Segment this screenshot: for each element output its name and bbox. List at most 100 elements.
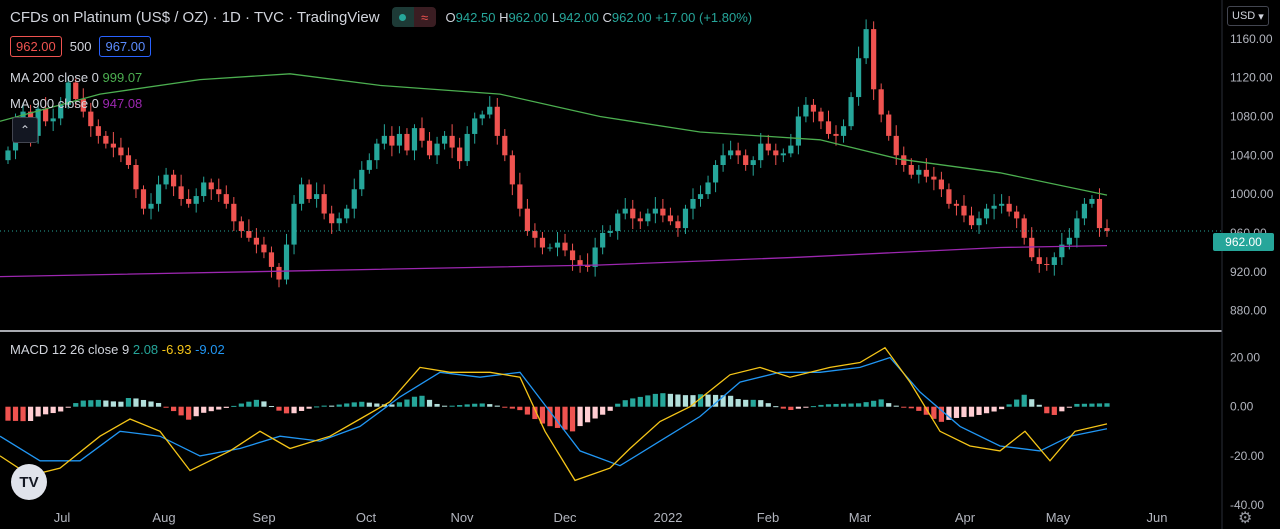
macd-histogram-bar <box>675 394 681 407</box>
time-tick-label: Mar <box>849 510 872 525</box>
candle-body <box>35 108 41 136</box>
macd-histogram-bar <box>35 406 41 417</box>
macd-histogram-bar <box>268 406 275 408</box>
time-tick-label: Jul <box>54 510 71 525</box>
candle-body <box>1066 237 1072 245</box>
macd-histogram-bar <box>728 395 734 407</box>
macd-histogram-bar <box>140 399 147 407</box>
macd-histogram-bar <box>171 406 177 412</box>
last-price-tag: 962.00 <box>1213 233 1274 251</box>
ma200-legend[interactable]: MA 200 close 0 999.07 <box>10 70 143 85</box>
candle-body <box>524 208 530 231</box>
macd-histogram-bar <box>592 406 598 419</box>
macd-histogram-bar <box>193 406 199 417</box>
candle-body <box>818 111 824 122</box>
market-status[interactable]: ≈ <box>391 7 436 27</box>
market-open-icon <box>391 7 414 27</box>
macd-histogram-bar <box>118 401 124 407</box>
macd-histogram-bar <box>539 406 546 424</box>
macd-histogram-bar <box>283 406 290 414</box>
macd-histogram-bar <box>886 403 892 407</box>
macd-value: -6.93 <box>161 342 192 357</box>
macd-histogram-bar <box>374 403 380 407</box>
candle-body <box>246 231 252 238</box>
candle-body <box>43 108 49 122</box>
candle-body <box>878 89 884 115</box>
macd-histogram-bar <box>178 406 184 416</box>
macd-histogram-bar <box>968 406 975 417</box>
high-value: 962.00 <box>508 9 549 25</box>
macd-signal-line <box>0 356 1108 467</box>
candle-body <box>750 160 756 165</box>
macd-histogram-bar <box>110 401 116 407</box>
macd-histogram-bar <box>321 405 327 407</box>
candle-body <box>931 176 937 180</box>
spread-value: 500 <box>69 39 92 54</box>
macd-histogram-bar <box>457 405 463 407</box>
candle-body <box>426 140 433 156</box>
macd-histogram-bar <box>487 404 493 407</box>
sell-button[interactable]: 962.00 <box>10 36 62 57</box>
candle-body <box>539 237 546 248</box>
macd-histogram-bar <box>201 406 207 413</box>
candle-body <box>953 203 960 206</box>
candle-body <box>961 205 967 216</box>
macd-histogram-bar <box>502 406 508 408</box>
macd-histogram-bar <box>750 399 756 407</box>
candle-body <box>697 194 704 199</box>
candle-body <box>735 150 741 156</box>
time-tick-label: Jun <box>1147 510 1168 525</box>
candle-body <box>58 104 64 119</box>
candle-body <box>863 29 869 59</box>
candle-body <box>1006 203 1012 212</box>
candle-body <box>118 147 124 156</box>
time-tick-label: 2022 <box>654 510 683 525</box>
macd-histogram-bar <box>133 398 139 407</box>
macd-histogram-bar <box>953 406 960 418</box>
macd-histogram-bar <box>5 406 11 421</box>
macd-histogram-bar <box>479 403 485 407</box>
candle-body <box>660 208 666 216</box>
macd-histogram-bar <box>818 404 824 407</box>
macd-histogram-bar <box>976 406 982 415</box>
candle-body <box>991 205 997 209</box>
macd-legend[interactable]: MACD 12 26 close 9 2.08 -6.93 -9.02 <box>10 342 225 357</box>
candle-body <box>359 169 365 190</box>
candle-body <box>886 114 892 136</box>
macd-histogram-bar <box>848 403 854 407</box>
price-tick-label: 1160.00 <box>1230 32 1273 46</box>
candle-body <box>712 165 719 183</box>
gear-icon[interactable]: ⚙ <box>1238 510 1253 527</box>
candle-body <box>667 215 674 222</box>
candle-body <box>645 213 651 222</box>
macd-histogram-bar <box>103 400 109 407</box>
currency-selector[interactable]: USD ▾ <box>1227 6 1269 26</box>
macd-histogram-bar <box>426 399 433 407</box>
macd-histogram-bar <box>773 406 779 408</box>
ma900-legend[interactable]: MA 900 close 0 947.08 <box>10 96 143 111</box>
low-value: 942.00 <box>559 9 599 25</box>
macd-histogram-bar <box>1036 404 1042 407</box>
candle-body <box>908 165 914 175</box>
candle-body <box>509 155 515 185</box>
wave-icon: ≈ <box>413 7 436 27</box>
macd-histogram-bar <box>1029 399 1035 407</box>
macd-histogram-bar <box>1096 403 1103 407</box>
candle-body <box>65 82 71 105</box>
macd-histogram-bar <box>1051 406 1057 415</box>
candle-body <box>1074 218 1080 238</box>
macd-histogram-bar <box>396 402 403 407</box>
macd-histogram-bar <box>871 400 877 407</box>
macd-histogram-bar <box>27 406 34 421</box>
candle-body <box>351 189 357 209</box>
tradingview-logo-icon[interactable]: TV <box>11 464 47 500</box>
candle-body <box>871 29 877 90</box>
collapse-legend-button[interactable]: ⌃ <box>12 117 38 143</box>
candle-body <box>705 182 711 195</box>
macd-histogram-bar <box>810 406 817 408</box>
buy-button[interactable]: 967.00 <box>99 36 152 57</box>
time-tick-label: Oct <box>356 510 377 525</box>
macd-histogram-bar <box>517 406 523 411</box>
macd-histogram-bar <box>765 403 771 407</box>
